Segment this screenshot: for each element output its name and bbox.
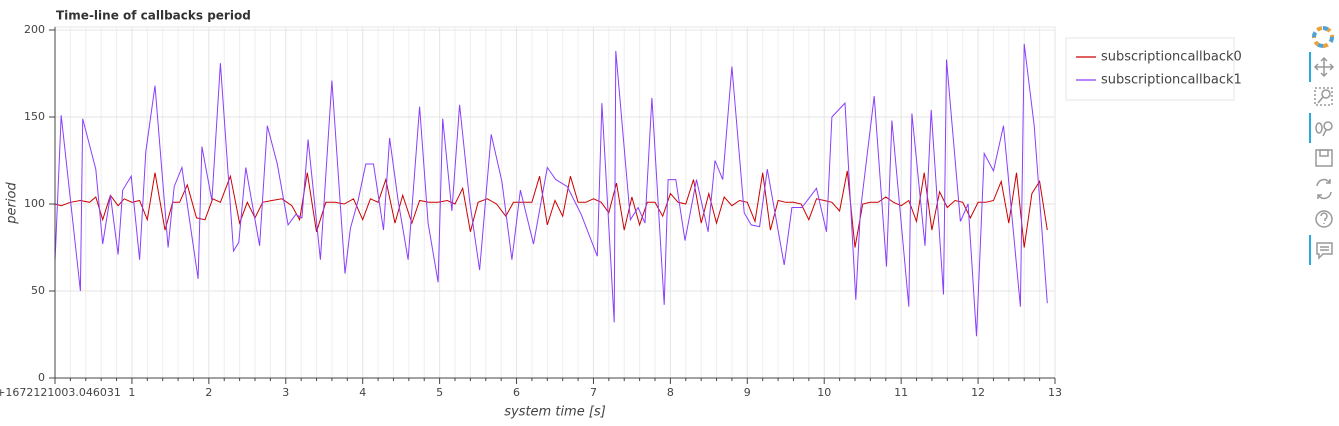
pan-tool[interactable] (1313, 56, 1335, 78)
y-tick-label: 150 (24, 110, 45, 123)
y-tick-label: 50 (31, 284, 45, 297)
legend-label: subscriptioncallback1 (1101, 73, 1242, 88)
help-tool[interactable] (1315, 210, 1333, 228)
series-line (54, 170, 1048, 248)
bokeh-logo[interactable] (1312, 26, 1334, 48)
y-tick-label: 100 (24, 197, 45, 210)
series-line (54, 43, 1048, 337)
lines (54, 43, 1048, 337)
x-tick-label: 10 (817, 386, 831, 399)
x-tick-label: 1 (128, 386, 135, 399)
x-tick-label: 2 (205, 386, 212, 399)
box-zoom-tool[interactable] (1314, 87, 1333, 106)
save-tool[interactable] (1315, 149, 1333, 167)
y-tick-label: 0 (38, 371, 45, 384)
x-tick-label: 3 (282, 386, 289, 399)
wheel-zoom-tool[interactable] (1315, 121, 1333, 137)
x-tick-label: 9 (744, 386, 751, 399)
x-tick-label: 7 (590, 386, 597, 399)
x-tick-label: 6 (513, 386, 520, 399)
hover-tool[interactable] (1316, 242, 1333, 260)
x-tick-label: 5 (436, 386, 443, 399)
y-tick-label: 200 (24, 23, 45, 36)
x-tick-label: 11 (894, 386, 908, 399)
chart-title: Time-line of callbacks period (56, 9, 251, 23)
x-tick-label: 13 (1048, 386, 1062, 399)
x-axis-label: system time [s] (504, 405, 606, 420)
x-tick-label: 12 (971, 386, 985, 399)
x-tick-label: 8 (667, 386, 674, 399)
legend-label: subscriptioncallback0 (1101, 50, 1242, 65)
x-tick-label: 4 (359, 386, 366, 399)
toolbar (1309, 26, 1335, 265)
x-tick-label: 0+1672121003.046031 (0, 386, 121, 399)
legend (1065, 37, 1235, 101)
reset-tool[interactable] (1316, 178, 1332, 200)
y-axis-label: period (5, 182, 20, 225)
